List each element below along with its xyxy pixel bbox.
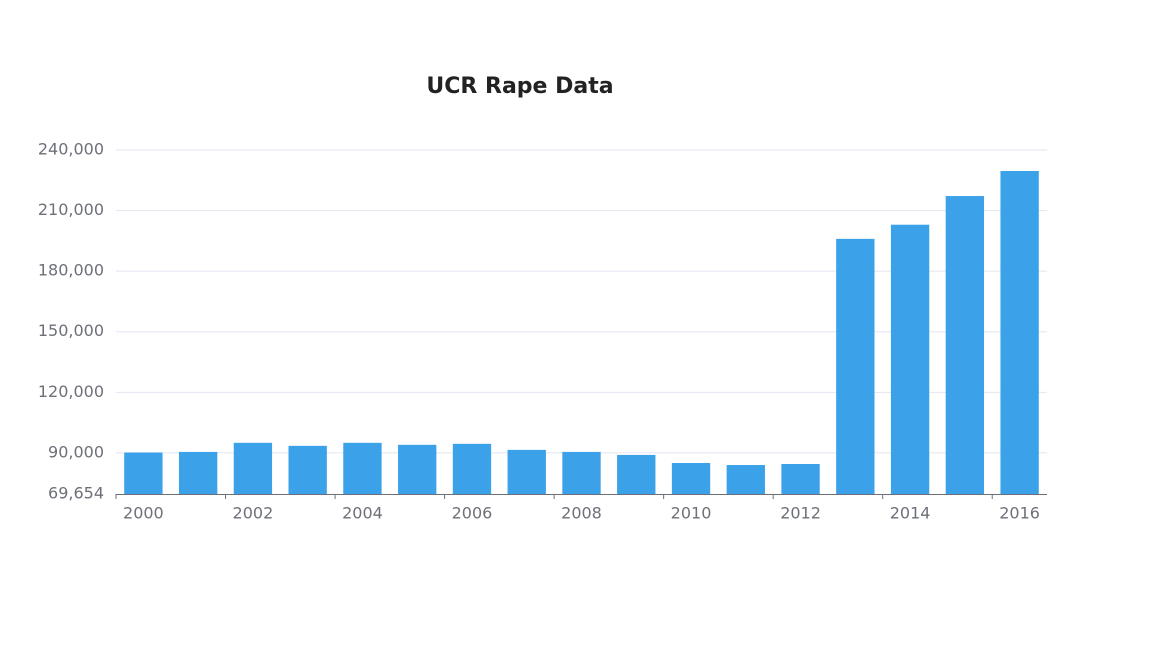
chart-title: UCR Rape Data — [426, 74, 613, 99]
x-tick-label: 2004 — [342, 504, 383, 523]
y-tick-label: 90,000 — [48, 442, 104, 461]
x-tick-label: 2000 — [123, 504, 164, 523]
bar — [726, 465, 765, 494]
bar — [507, 449, 546, 494]
bar — [945, 196, 985, 494]
bar — [781, 464, 820, 494]
x-tick-label: 2006 — [452, 504, 493, 523]
x-tick-label: 2008 — [561, 504, 602, 523]
x-tick-label: 2002 — [233, 504, 274, 523]
x-tick-label: 2016 — [999, 504, 1040, 523]
bar — [452, 443, 492, 494]
bar — [178, 451, 218, 494]
y-tick-label: 120,000 — [38, 382, 104, 401]
bar — [617, 454, 656, 494]
bar — [398, 444, 437, 494]
y-tick-label: 69,654 — [48, 484, 104, 503]
x-tick-label: 2012 — [780, 504, 821, 523]
bar — [343, 442, 382, 494]
x-tick-label: 2010 — [671, 504, 712, 523]
x-tick-label: 2014 — [890, 504, 931, 523]
bar — [1000, 171, 1039, 494]
bar — [836, 238, 875, 494]
y-tick-label: 180,000 — [38, 261, 104, 280]
bar — [562, 451, 601, 494]
bar — [233, 442, 273, 494]
bar — [288, 445, 327, 494]
y-tick-label: 210,000 — [38, 200, 104, 219]
bar — [124, 452, 163, 494]
y-tick-label: 150,000 — [38, 321, 104, 340]
y-tick-label: 240,000 — [38, 140, 104, 159]
bar — [890, 224, 930, 495]
bar — [671, 463, 711, 494]
